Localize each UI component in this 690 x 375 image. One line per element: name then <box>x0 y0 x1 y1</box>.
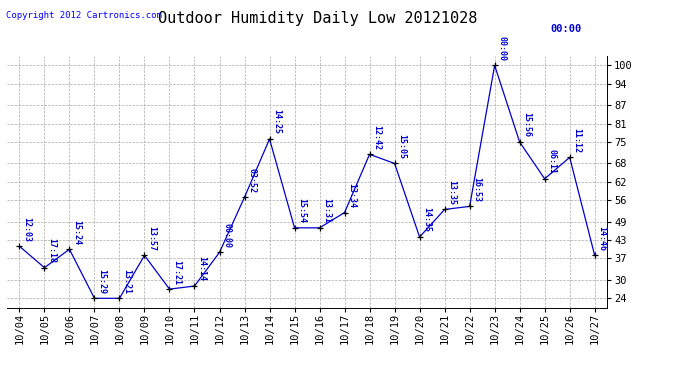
Text: 17:18: 17:18 <box>47 238 56 263</box>
Text: 15:24: 15:24 <box>72 220 81 245</box>
Text: 15:05: 15:05 <box>397 134 406 159</box>
Text: 14:46: 14:46 <box>598 226 607 251</box>
Text: 00:00: 00:00 <box>551 24 582 34</box>
Text: Outdoor Humidity Daily Low 20121028: Outdoor Humidity Daily Low 20121028 <box>158 11 477 26</box>
Text: 14:25: 14:25 <box>272 110 281 134</box>
Text: 13:57: 13:57 <box>147 226 156 251</box>
Text: 14:14: 14:14 <box>197 256 206 282</box>
Text: 03:52: 03:52 <box>247 168 256 193</box>
Text: Humidity  (%): Humidity (%) <box>595 25 664 34</box>
Text: 13:31: 13:31 <box>322 198 331 223</box>
Text: 12:42: 12:42 <box>372 125 381 150</box>
Text: 16:53: 16:53 <box>472 177 481 202</box>
Text: 13:34: 13:34 <box>347 183 356 208</box>
Text: 15:56: 15:56 <box>522 112 531 138</box>
Text: 00:00: 00:00 <box>222 223 231 248</box>
Text: 13:35: 13:35 <box>447 180 456 205</box>
Text: Copyright 2012 Cartronics.com: Copyright 2012 Cartronics.com <box>6 11 161 20</box>
Text: 14:35: 14:35 <box>422 207 431 232</box>
Text: 00:00: 00:00 <box>497 36 506 61</box>
Text: 13:21: 13:21 <box>122 269 131 294</box>
Text: 15:29: 15:29 <box>97 269 106 294</box>
Text: 06:11: 06:11 <box>547 149 556 174</box>
Text: 11:12: 11:12 <box>572 128 581 153</box>
Text: 17:21: 17:21 <box>172 260 181 285</box>
Text: 15:54: 15:54 <box>297 198 306 223</box>
Text: 12:03: 12:03 <box>22 217 31 242</box>
